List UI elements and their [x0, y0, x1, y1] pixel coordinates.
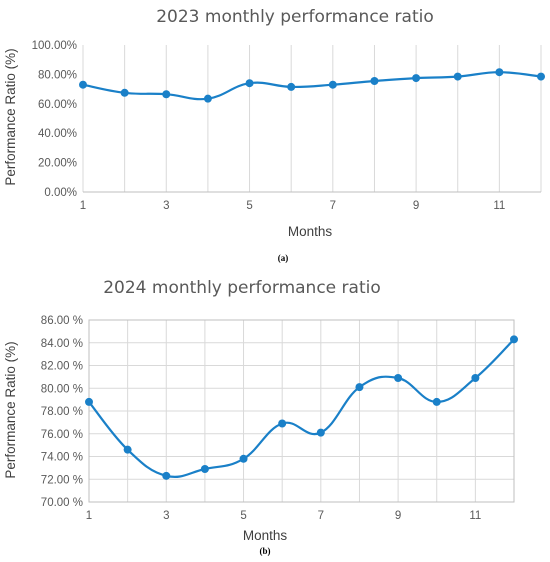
y-tick-label: 86.00 %: [41, 315, 83, 327]
data-series: [79, 68, 545, 103]
x-axis-label: Months: [288, 224, 333, 239]
y-tick-label: 100.00%: [32, 40, 77, 52]
data-point: [287, 82, 296, 91]
chart-title: 2024 monthly performance ratio: [103, 278, 381, 298]
plot-frame: [88, 319, 515, 503]
axes: [88, 319, 515, 503]
data-point: [394, 374, 403, 383]
x-tick-label: 7: [330, 200, 336, 212]
y-tick-label: 78.00 %: [41, 406, 83, 418]
y-tick-label: 60.00%: [38, 99, 77, 111]
x-tick-label: 1: [80, 200, 86, 212]
data-point: [245, 79, 254, 88]
data-point: [537, 72, 545, 81]
data-point: [239, 454, 248, 463]
data-point: [200, 465, 209, 474]
data-point: [495, 68, 504, 77]
x-tick-label: 7: [318, 510, 324, 522]
data-point: [316, 428, 325, 437]
data-point: [79, 80, 87, 89]
x-tick-labels: 1 3 5 7 9 11: [86, 510, 482, 522]
y-tick-label: 84.00 %: [41, 338, 83, 350]
data-point: [453, 72, 462, 81]
chart-2023: 2023 monthly performance ratio Performan…: [3, 7, 545, 263]
data-point: [278, 419, 287, 428]
y-tick-label: 0.00%: [44, 187, 77, 199]
data-point: [328, 80, 337, 89]
x-tick-label: 9: [395, 510, 401, 522]
x-tick-label: 3: [163, 510, 169, 522]
x-tick-label: 5: [240, 510, 246, 522]
y-tick-label: 80.00 %: [41, 383, 83, 395]
data-point: [355, 383, 364, 392]
x-axis-label: Months: [243, 528, 288, 543]
data-point: [510, 335, 518, 344]
x-tick-label: 3: [163, 200, 169, 212]
y-tick-label: 82.00 %: [41, 361, 83, 373]
y-tick-label: 40.00%: [38, 128, 77, 140]
chart-2024: 2024 monthly performance ratio Performan…: [3, 278, 518, 556]
y-axis-label: Performance Ratio (%): [3, 48, 18, 185]
chart-title: 2023 monthly performance ratio: [156, 7, 434, 27]
data-point: [162, 90, 171, 99]
series-line: [82, 71, 542, 101]
data-point: [162, 471, 171, 480]
y-tick-label: 76.00 %: [41, 429, 83, 441]
data-point: [85, 397, 93, 406]
data-series: [85, 335, 518, 480]
y-tick-labels: 70.00 % 72.00 % 74.00 % 76.00 % 78.00 % 80.00…: [41, 315, 83, 509]
data-point: [432, 397, 441, 406]
data-point: [370, 77, 379, 86]
x-tick-label: 11: [469, 510, 481, 522]
y-tick-label: 72.00 %: [41, 474, 83, 486]
x-tick-labels: 1 3 5 7 9 11: [80, 200, 506, 212]
y-tick-label: 74.00 %: [41, 452, 83, 464]
gridlines: [82, 45, 542, 192]
gridlines: [88, 319, 515, 503]
y-tick-label: 20.00%: [38, 158, 77, 170]
subfigure-caption: (a): [278, 253, 289, 263]
data-point: [412, 74, 421, 83]
x-tick-label: 11: [493, 200, 505, 212]
y-axis-label: Performance Ratio (%): [3, 341, 18, 478]
data-point: [123, 445, 132, 454]
subfigure-caption: (b): [260, 546, 271, 556]
y-tick-labels: 0.00% 20.00% 40.00% 60.00% 80.00% 100.00%: [32, 40, 77, 199]
x-tick-label: 9: [413, 200, 419, 212]
y-tick-label: 70.00 %: [41, 497, 83, 509]
data-point: [120, 88, 129, 97]
data-point: [471, 374, 480, 383]
x-tick-label: 5: [246, 200, 252, 212]
x-tick-label: 1: [86, 510, 92, 522]
data-point: [203, 94, 212, 103]
y-tick-label: 80.00%: [38, 69, 77, 81]
